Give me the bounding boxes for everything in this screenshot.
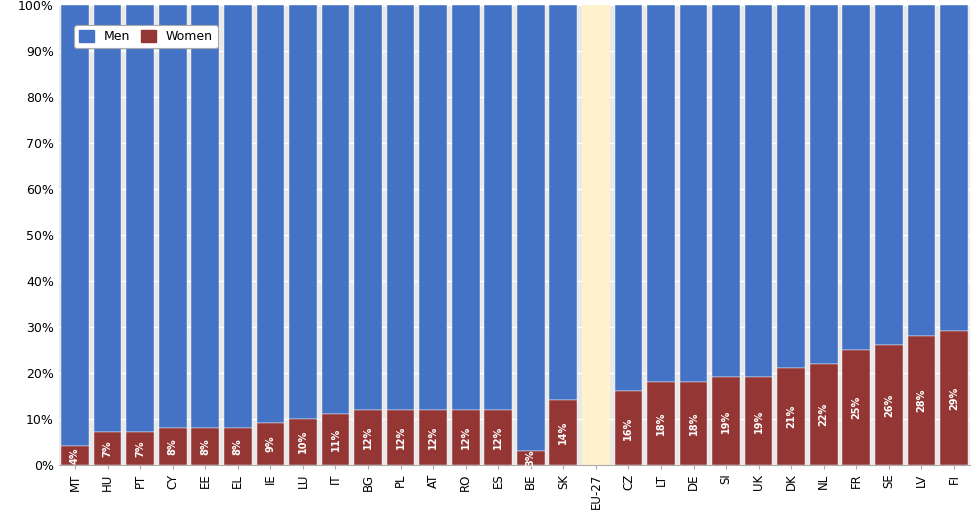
Bar (224, 428, 252, 465)
Text: 18%: 18% (689, 412, 699, 435)
Bar (647, 382, 675, 465)
Text: 8%: 8% (233, 438, 243, 455)
Bar (712, 5, 740, 378)
Text: 8%: 8% (200, 438, 211, 455)
Bar (191, 5, 220, 428)
Bar (61, 5, 89, 446)
Bar (907, 336, 935, 465)
Bar (452, 5, 479, 410)
Bar (257, 5, 284, 423)
Text: 26%: 26% (884, 393, 894, 417)
Bar (745, 378, 772, 465)
Bar (614, 5, 642, 391)
Legend: Men, Women: Men, Women (74, 25, 218, 48)
Bar (777, 5, 805, 368)
Text: 11%: 11% (330, 428, 340, 451)
Text: 9%: 9% (266, 436, 275, 452)
Bar (516, 5, 545, 451)
Bar (387, 410, 415, 465)
Bar (516, 451, 545, 465)
Bar (94, 432, 122, 465)
Bar (289, 5, 317, 419)
Bar (354, 410, 382, 465)
Text: 21%: 21% (786, 405, 796, 428)
Bar (224, 5, 252, 428)
Bar (777, 368, 805, 465)
Text: 19%: 19% (721, 409, 731, 432)
Text: 14%: 14% (559, 421, 568, 444)
Text: 10%: 10% (298, 430, 308, 454)
Bar (940, 332, 968, 465)
Text: 3%: 3% (526, 449, 536, 466)
Bar (126, 432, 154, 465)
Text: 22%: 22% (818, 402, 829, 426)
Bar (159, 5, 186, 428)
Text: 12%: 12% (493, 426, 503, 449)
Text: 25%: 25% (852, 395, 861, 419)
Text: 19%: 19% (754, 409, 763, 432)
Bar (419, 410, 447, 465)
Bar (809, 364, 838, 465)
Bar (647, 5, 675, 382)
Bar (419, 5, 447, 410)
Text: 12%: 12% (363, 426, 373, 449)
Bar (614, 391, 642, 465)
Text: 7%: 7% (135, 440, 145, 457)
Bar (550, 400, 577, 465)
Bar (582, 391, 610, 465)
Bar (484, 5, 513, 410)
Bar (875, 5, 903, 345)
Bar (907, 5, 935, 336)
Bar (843, 350, 870, 465)
Text: 7%: 7% (103, 440, 113, 457)
Bar (61, 446, 89, 465)
Bar (321, 414, 349, 465)
Text: 4%: 4% (71, 447, 80, 464)
Bar (387, 5, 415, 410)
Text: 16%: 16% (623, 416, 633, 439)
Bar (680, 5, 708, 382)
Bar (484, 410, 513, 465)
Bar (94, 5, 122, 432)
Bar (354, 5, 382, 410)
Bar (680, 382, 708, 465)
Text: 18%: 18% (656, 412, 666, 435)
Bar (940, 5, 968, 332)
Text: 12%: 12% (461, 426, 470, 449)
Bar (809, 5, 838, 364)
Bar (257, 423, 284, 465)
Text: 12%: 12% (396, 426, 406, 449)
Bar (582, 5, 610, 391)
Text: 8%: 8% (168, 438, 177, 455)
Bar (126, 5, 154, 432)
Bar (159, 428, 186, 465)
Bar (843, 5, 870, 350)
Bar (745, 5, 772, 378)
Bar (321, 5, 349, 414)
Text: 12%: 12% (428, 426, 438, 449)
Bar (452, 410, 479, 465)
Bar (712, 378, 740, 465)
Bar (875, 345, 903, 465)
Bar (550, 5, 577, 400)
Text: 28%: 28% (916, 389, 926, 412)
Bar (289, 419, 317, 465)
Text: 29%: 29% (949, 386, 958, 410)
Bar (191, 428, 220, 465)
